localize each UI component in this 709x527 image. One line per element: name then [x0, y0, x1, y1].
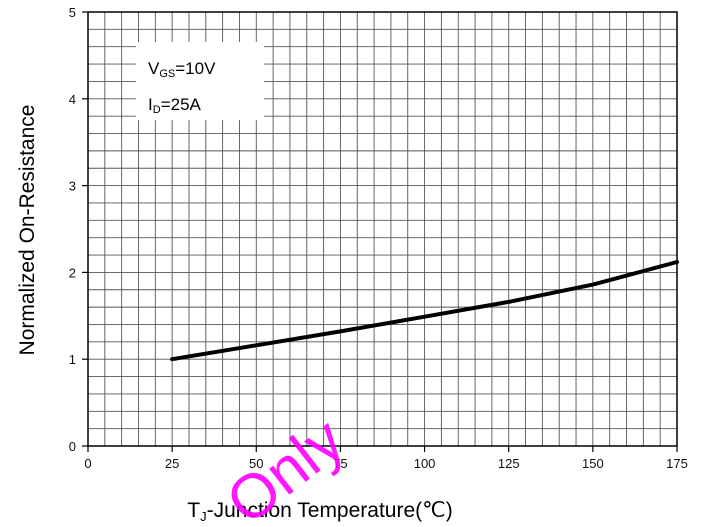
plot-frame [87, 11, 678, 447]
x-tick-label: 150 [582, 456, 604, 471]
x-tick-label: 0 [84, 456, 91, 471]
x-tick-label: 100 [414, 456, 436, 471]
y-tick-labels: 0 1 2 3 4 5 [69, 5, 76, 454]
y-tick-label: 5 [69, 5, 76, 20]
y-axis-title: Normalized On-Resistance [16, 105, 39, 356]
y-tick-label: 2 [69, 265, 76, 280]
x-tick-label: 175 [666, 456, 688, 471]
x-tick-label: 50 [249, 456, 263, 471]
axis-ticks [82, 11, 678, 452]
x-tick-labels: 0 25 50 75 100 125 150 175 [84, 456, 687, 471]
annotation-vgs: VGS=10V [148, 59, 216, 80]
y-tick-label: 4 [69, 92, 76, 107]
x-tick-label: 75 [333, 456, 347, 471]
y-tick-label: 1 [69, 352, 76, 367]
x-tick-label: 125 [498, 456, 520, 471]
series-group [170, 260, 679, 362]
y-tick-label: 0 [69, 439, 76, 454]
series-line [170, 260, 679, 362]
x-axis-title: TJ-Junction Temperature(℃) [187, 499, 452, 524]
legend-box [136, 42, 264, 120]
annotation-id: ID=25A [148, 95, 202, 116]
x-tick-label: 25 [165, 456, 179, 471]
y-tick-label: 3 [69, 179, 76, 194]
